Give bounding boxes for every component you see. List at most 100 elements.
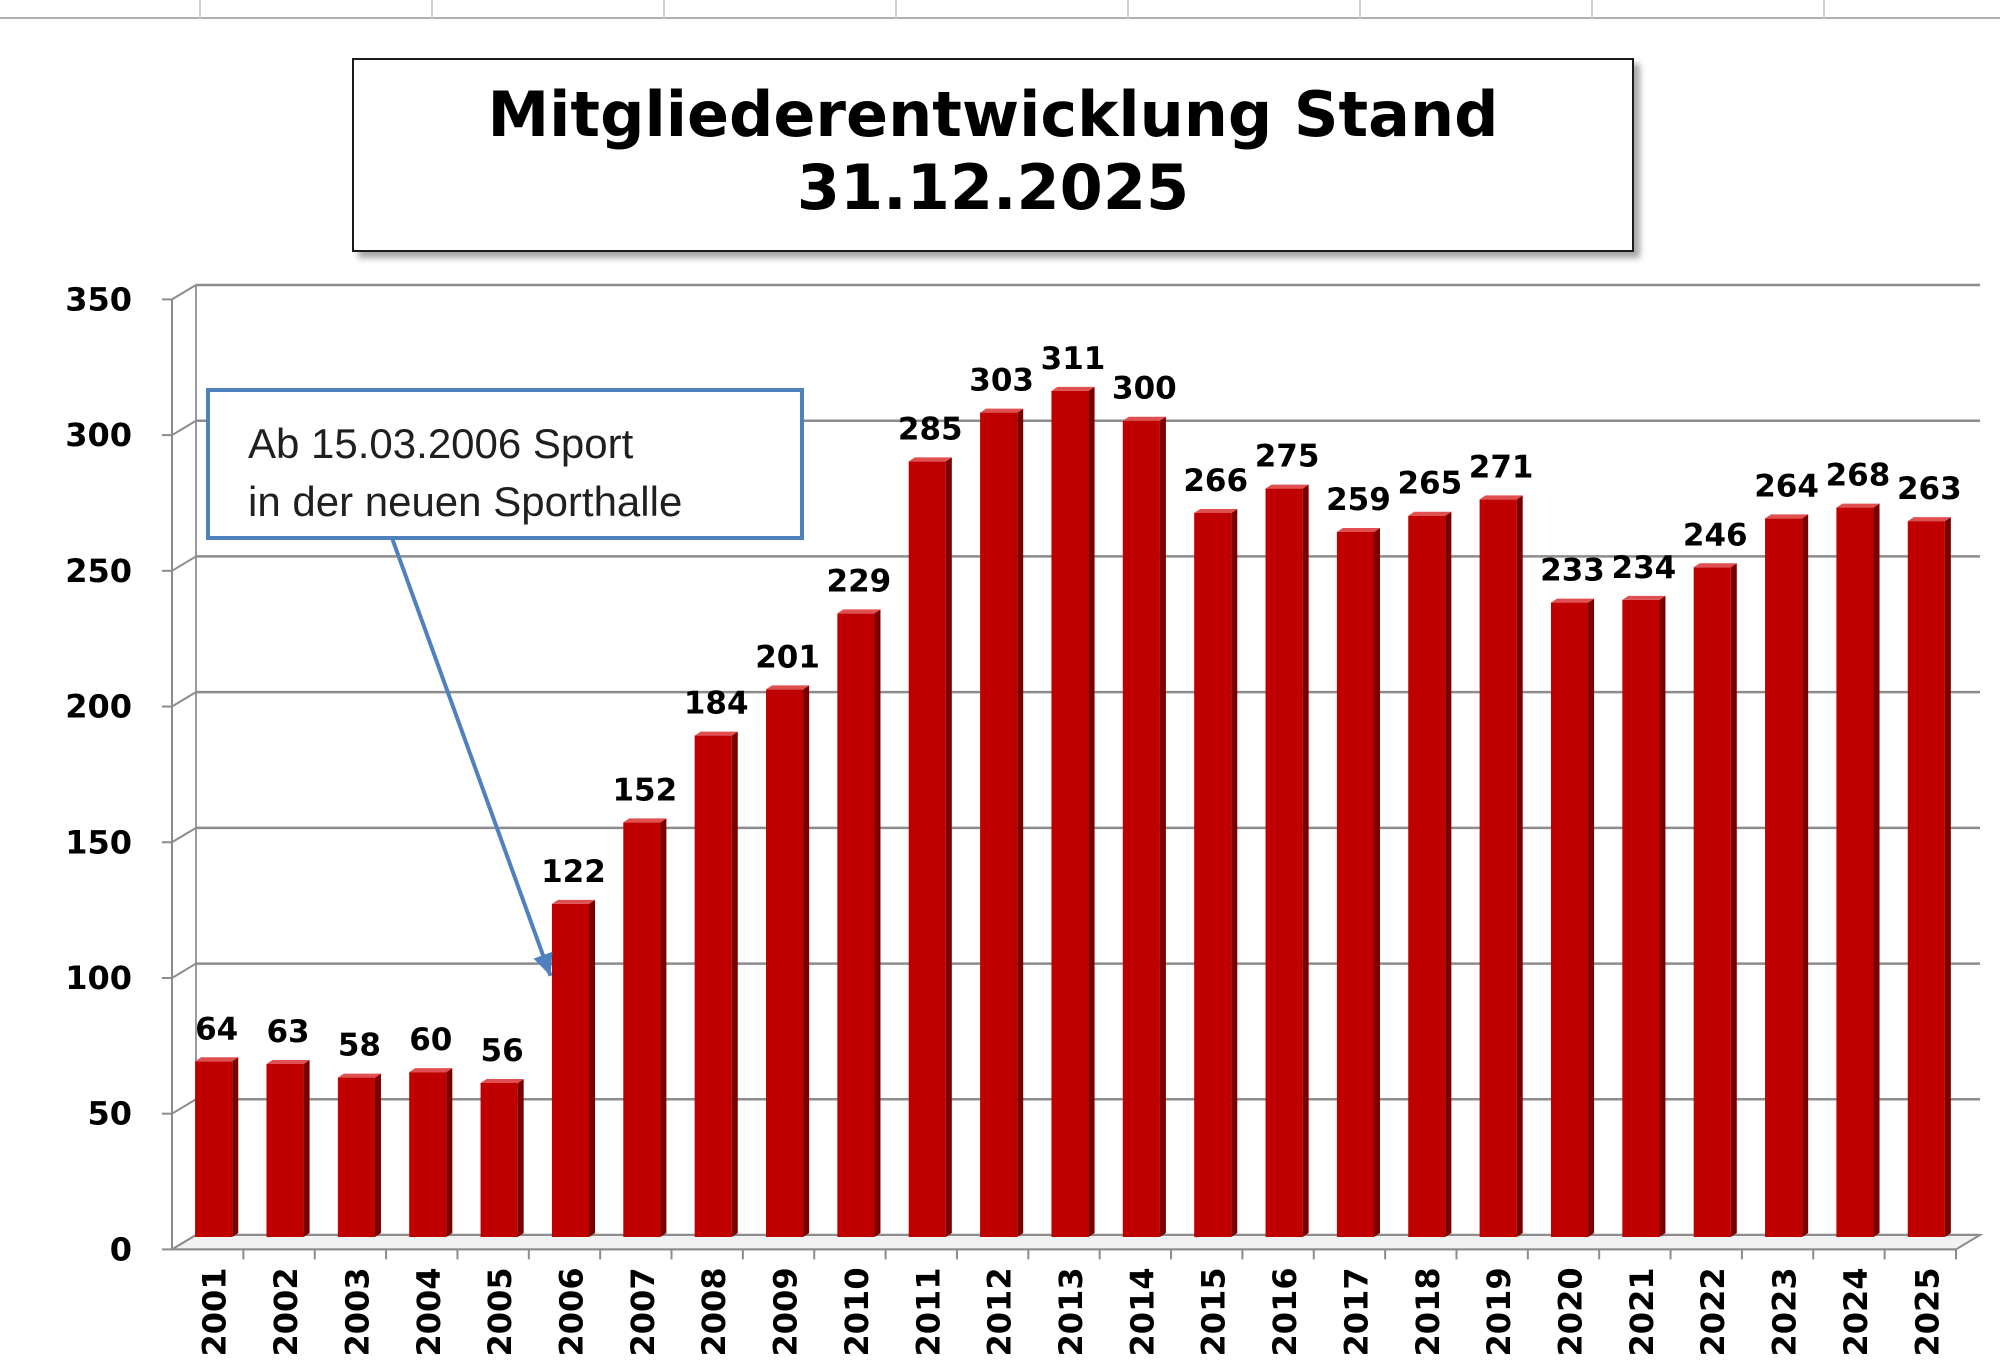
x-tick-label: 2020 [1552, 1267, 1590, 1356]
bar-side [374, 1073, 381, 1237]
bar-side [1373, 528, 1380, 1237]
y-tick-label: 0 [110, 1230, 132, 1268]
bar-side [945, 457, 952, 1237]
bar-top [1336, 528, 1380, 532]
bar-side [1944, 517, 1951, 1237]
bar-top [480, 1079, 524, 1083]
data-label: 122 [541, 854, 606, 890]
y-tick-label: 100 [65, 959, 132, 997]
bar-top [1836, 503, 1880, 508]
x-tick-label: 2007 [624, 1267, 662, 1356]
bar [409, 1072, 447, 1237]
bar [1622, 599, 1660, 1237]
bar [1765, 518, 1803, 1237]
bar [1907, 521, 1945, 1237]
bar-side [1516, 495, 1523, 1237]
annotation: Ab 15.03.2006 Sport in der neuen Sporthal… [206, 388, 804, 977]
bar-top [1765, 514, 1809, 519]
bar [1408, 515, 1446, 1237]
bar-side [303, 1060, 310, 1237]
x-tick-label: 2004 [410, 1267, 448, 1356]
annotation-arrowhead [533, 951, 553, 976]
y-tick-label: 150 [65, 823, 132, 861]
data-label: 300 [1112, 371, 1177, 407]
bar-side [1730, 563, 1737, 1237]
data-label: 152 [612, 772, 677, 808]
bar-side [1588, 598, 1595, 1237]
chart-floor [168, 1234, 1984, 1251]
bar-top [551, 899, 596, 904]
x-tick-label: 2022 [1694, 1267, 1732, 1356]
data-label: 266 [1183, 463, 1248, 499]
bar [1336, 532, 1374, 1237]
chart-title-box: Mitgliederentwicklung Stand 31.12.2025 [352, 58, 1634, 252]
data-label: 201 [755, 639, 820, 675]
x-tick-label: 2005 [481, 1267, 519, 1356]
bar-side [731, 731, 738, 1237]
data-label: 275 [1255, 439, 1320, 475]
bar-side [1088, 386, 1095, 1237]
data-label: 259 [1326, 482, 1391, 518]
bar-side [1017, 408, 1024, 1238]
bar-side [1231, 509, 1238, 1237]
bar [837, 613, 875, 1237]
bar-top [1265, 484, 1309, 489]
bar-top [1122, 416, 1166, 421]
x-tick-label: 2008 [695, 1267, 733, 1356]
bar-side [1873, 503, 1880, 1238]
data-label: 63 [266, 1014, 309, 1050]
x-tick-label: 2006 [552, 1267, 590, 1356]
x-tick-label: 2019 [1480, 1267, 1518, 1356]
y-tick-label: 250 [65, 552, 132, 590]
annotation-box [206, 388, 804, 540]
bar [480, 1083, 518, 1237]
y-tick-label: 300 [65, 416, 132, 454]
y-tick-label: 350 [65, 280, 132, 318]
bar [908, 461, 946, 1237]
bar [1550, 602, 1589, 1237]
x-tick-label: 2010 [838, 1267, 876, 1356]
x-tick-label: 2009 [767, 1267, 805, 1356]
y-tick-label: 200 [65, 688, 132, 726]
bar-side [803, 685, 810, 1237]
bar-side [1159, 416, 1166, 1237]
bar-side [446, 1068, 453, 1237]
gridline-side [171, 826, 197, 844]
data-label: 184 [684, 686, 749, 722]
bar-top [766, 685, 810, 690]
bar-side [660, 818, 667, 1237]
data-label: 268 [1826, 458, 1891, 494]
annotation-line-2: in der neuen Sporthalle [248, 478, 682, 525]
bar [1836, 507, 1874, 1238]
bar-top [1693, 563, 1737, 568]
spreadsheet-gridlines [0, 0, 2000, 19]
bar [1051, 390, 1089, 1237]
bar-top [1550, 598, 1595, 603]
x-tick-label: 2002 [267, 1267, 305, 1356]
bar-top [1408, 511, 1452, 516]
x-tick-label: 2016 [1266, 1267, 1304, 1356]
bar-top [266, 1060, 310, 1064]
gridline-side [171, 962, 197, 979]
bar-side [1659, 595, 1666, 1237]
x-tick-label: 2014 [1123, 1267, 1161, 1356]
data-label: 246 [1683, 517, 1748, 553]
bar-top [837, 609, 881, 614]
data-label: 265 [1397, 466, 1462, 502]
bar-side [1445, 511, 1452, 1237]
bar [623, 822, 661, 1237]
bar-top [1479, 495, 1523, 500]
bar [266, 1064, 304, 1237]
data-label: 56 [481, 1033, 524, 1069]
x-tick-label: 2021 [1623, 1267, 1661, 1356]
axes: 0 50 100 150 200 250 300 350 2001 2002 2003 2004 200… [65, 280, 1984, 1356]
y-tick-label: 50 [87, 1095, 132, 1133]
x-tick-label: 2011 [909, 1267, 947, 1356]
data-label: 64 [195, 1011, 238, 1047]
bar [766, 689, 804, 1237]
bar [1194, 513, 1232, 1237]
bar-top [409, 1068, 453, 1073]
bar [1693, 567, 1731, 1237]
